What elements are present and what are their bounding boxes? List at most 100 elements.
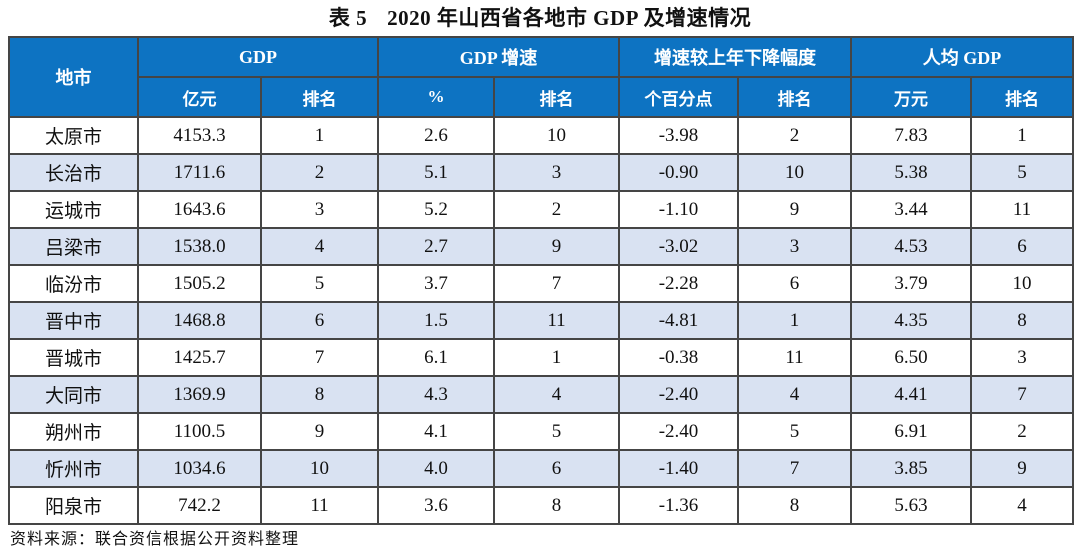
value-cell: 3.79: [850, 264, 973, 303]
value-cell: 4.53: [850, 227, 973, 266]
value-cell: -1.36: [618, 486, 740, 525]
value-cell: 1100.5: [137, 412, 262, 451]
header-gdp-per-capita: 人均 GDP: [850, 36, 1075, 78]
value-cell: 2: [492, 190, 621, 229]
table-title-text: 2020 年山西省各地市 GDP 及增速情况: [387, 6, 752, 30]
value-cell: 7: [260, 338, 379, 377]
value-cell: 4.35: [850, 301, 973, 340]
value-cell: 3.44: [850, 190, 973, 229]
value-cell: 7: [737, 449, 853, 488]
subheader-growth-rank: 排名: [492, 76, 621, 118]
city-cell: 太原市: [8, 116, 139, 155]
value-cell: 2: [260, 153, 379, 192]
value-cell: 1538.0: [137, 227, 262, 266]
value-cell: 2.6: [377, 116, 495, 155]
subheader-percapita-unit: 万元: [850, 76, 973, 118]
gdp-table: 地市 GDP GDP 增速 增速较上年下降幅度 人均 GDP 亿元 排名 % 排…: [8, 36, 1075, 525]
subheader-percapita-rank: 排名: [970, 76, 1075, 118]
data-source-note: 资料来源：联合资信根据公开资料整理: [10, 531, 300, 548]
value-cell: -0.38: [618, 338, 740, 377]
value-cell: 742.2: [137, 486, 262, 525]
value-cell: 2: [737, 116, 853, 155]
value-cell: 1.5: [377, 301, 495, 340]
city-cell: 阳泉市: [8, 486, 139, 525]
city-cell: 运城市: [8, 190, 139, 229]
value-cell: 1: [737, 301, 853, 340]
value-cell: -1.40: [618, 449, 740, 488]
group-header-row: 地市 GDP GDP 增速 增速较上年下降幅度 人均 GDP: [8, 36, 1075, 118]
value-cell: 4.41: [850, 375, 973, 414]
value-cell: 3: [260, 190, 379, 229]
value-cell: 6: [737, 264, 853, 303]
value-cell: 3: [492, 153, 621, 192]
value-cell: 6: [970, 227, 1075, 266]
value-cell: 4: [970, 486, 1075, 525]
value-cell: 8: [492, 486, 621, 525]
value-cell: -4.81: [618, 301, 740, 340]
city-cell: 吕梁市: [8, 227, 139, 266]
subheader-gdp-unit: 亿元: [137, 76, 262, 118]
value-cell: 1034.6: [137, 449, 262, 488]
value-cell: 3: [970, 338, 1075, 377]
value-cell: 11: [260, 486, 379, 525]
value-cell: 6.1: [377, 338, 495, 377]
table-row: 长治市 1711.6 2 5.1 3 -0.90 10 5.38 5: [8, 153, 1075, 192]
value-cell: 7: [492, 264, 621, 303]
city-cell: 忻州市: [8, 449, 139, 488]
table-row: 吕梁市 1538.0 4 2.7 9 -3.02 3 4.53 6: [8, 227, 1075, 266]
value-cell: 1: [970, 116, 1075, 155]
value-cell: -3.02: [618, 227, 740, 266]
value-cell: 6.50: [850, 338, 973, 377]
value-cell: -2.28: [618, 264, 740, 303]
table-row: 临汾市 1505.2 5 3.7 7 -2.28 6 3.79 10: [8, 264, 1075, 303]
value-cell: 2: [970, 412, 1075, 451]
value-cell: 9: [260, 412, 379, 451]
value-cell: 9: [492, 227, 621, 266]
value-cell: 5.1: [377, 153, 495, 192]
subheader-gdp-rank: 排名: [260, 76, 379, 118]
value-cell: 10: [492, 116, 621, 155]
value-cell: 8: [737, 486, 853, 525]
value-cell: 10: [737, 153, 853, 192]
value-cell: 1: [260, 116, 379, 155]
value-cell: 4153.3: [137, 116, 262, 155]
value-cell: 1468.8: [137, 301, 262, 340]
value-cell: 5.38: [850, 153, 973, 192]
value-cell: 9: [737, 190, 853, 229]
value-cell: 8: [260, 375, 379, 414]
value-cell: 11: [737, 338, 853, 377]
value-cell: 7: [970, 375, 1075, 414]
table-row: 朔州市 1100.5 9 4.1 5 -2.40 5 6.91 2: [8, 412, 1075, 451]
value-cell: 5: [492, 412, 621, 451]
value-cell: 6: [260, 301, 379, 340]
city-cell: 大同市: [8, 375, 139, 414]
value-cell: 9: [970, 449, 1075, 488]
value-cell: -1.10: [618, 190, 740, 229]
subheader-decline-unit: 个百分点: [618, 76, 740, 118]
value-cell: 1505.2: [137, 264, 262, 303]
table-row: 阳泉市 742.2 11 3.6 8 -1.36 8 5.63 4: [8, 486, 1075, 525]
value-cell: 5.63: [850, 486, 973, 525]
value-cell: 7.83: [850, 116, 973, 155]
value-cell: 3.6: [377, 486, 495, 525]
header-growth-decline: 增速较上年下降幅度: [618, 36, 853, 78]
value-cell: 4.0: [377, 449, 495, 488]
table-number-label: 表 5: [328, 6, 368, 30]
value-cell: 11: [970, 190, 1075, 229]
table-row: 晋城市 1425.7 7 6.1 1 -0.38 11 6.50 3: [8, 338, 1075, 377]
value-cell: 6.91: [850, 412, 973, 451]
sub-header-row: 亿元 排名 % 排名 个百分点 排名 万元 排名: [9, 76, 1075, 118]
table-header: 地市 GDP GDP 增速 增速较上年下降幅度 人均 GDP 亿元 排名 % 排…: [8, 36, 1075, 118]
city-cell: 晋城市: [8, 338, 139, 377]
header-city: 地市: [8, 36, 139, 118]
value-cell: 10: [260, 449, 379, 488]
value-cell: -2.40: [618, 375, 740, 414]
value-cell: 5.2: [377, 190, 495, 229]
city-cell: 晋中市: [8, 301, 139, 340]
value-cell: 8: [970, 301, 1075, 340]
value-cell: 4: [492, 375, 621, 414]
table-row: 忻州市 1034.6 10 4.0 6 -1.40 7 3.85 9: [8, 449, 1075, 488]
table-title: 表 5 2020 年山西省各地市 GDP 及增速情况: [0, 0, 1080, 36]
value-cell: 11: [492, 301, 621, 340]
